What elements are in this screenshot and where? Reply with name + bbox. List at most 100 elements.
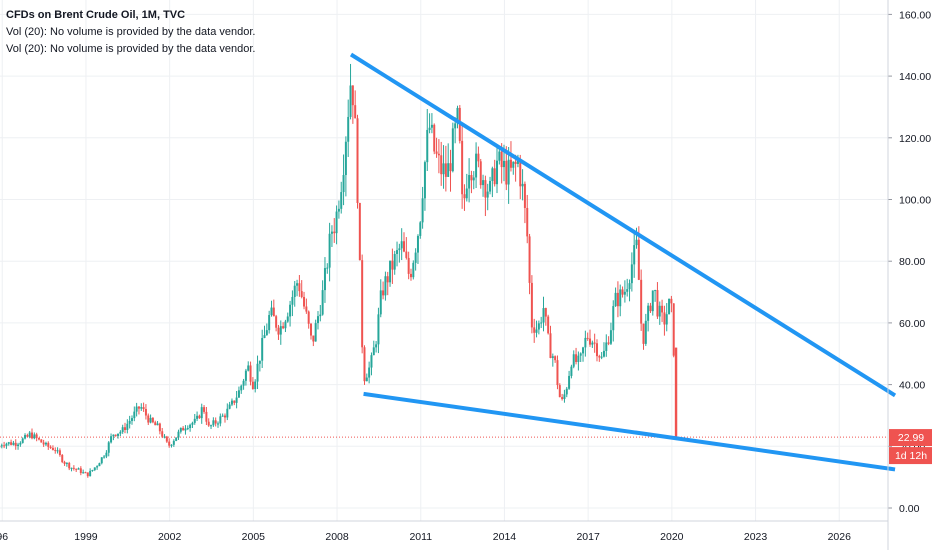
price-tick-label: 40.00 — [899, 380, 925, 392]
candle-body — [247, 365, 249, 370]
candle-body — [540, 322, 542, 323]
candle-body — [312, 336, 314, 342]
candle-body — [563, 394, 565, 399]
candle-body — [196, 416, 198, 419]
candle-body — [143, 407, 145, 409]
candle-body — [582, 347, 584, 353]
candle-body — [184, 429, 186, 431]
candle-body — [626, 289, 628, 292]
candle-body — [661, 306, 663, 313]
candle-body — [640, 280, 642, 324]
candle-body — [345, 142, 347, 175]
candle-body — [436, 151, 438, 153]
candle-body — [240, 386, 242, 391]
candle-body — [115, 435, 117, 436]
candle-body — [319, 315, 321, 317]
candle-body — [175, 437, 177, 440]
volume-legend-1[interactable]: Vol (20): No volume is provided by the d… — [6, 24, 255, 41]
candle-body — [154, 422, 156, 425]
candle-body — [559, 385, 561, 397]
candle-body — [203, 407, 205, 412]
candle-body — [417, 236, 419, 253]
candle-body — [508, 160, 510, 185]
candle-body — [78, 468, 80, 469]
candle-body — [217, 423, 219, 424]
candle-body — [412, 263, 414, 277]
candle-body — [294, 286, 296, 297]
volume-legend-2[interactable]: Vol (20): No volume is provided by the d… — [6, 41, 255, 58]
candle-body — [587, 338, 589, 339]
candle-body — [545, 308, 547, 317]
candle-body — [80, 468, 82, 473]
candle-body — [47, 443, 49, 447]
candle-body — [138, 407, 140, 409]
candle-body — [642, 324, 644, 344]
candle-body — [556, 360, 558, 385]
candle-body — [598, 356, 600, 357]
candle-body — [580, 353, 582, 355]
candle-body — [31, 433, 33, 439]
candle-body — [447, 163, 449, 177]
candle-body — [317, 316, 319, 323]
candle-body — [350, 85, 352, 116]
candle-body — [394, 254, 396, 270]
time-tick-label: 2011 — [409, 531, 432, 543]
candle-body — [110, 436, 112, 442]
candle-body — [171, 445, 173, 446]
candle-body — [201, 407, 203, 418]
candle-body — [289, 305, 291, 317]
candle-body — [533, 327, 535, 332]
candle-body — [347, 117, 349, 142]
candle-body — [105, 453, 107, 457]
candle-body — [380, 290, 382, 314]
candle-body — [122, 427, 124, 432]
candle-body — [426, 130, 428, 162]
candle-body — [43, 443, 45, 445]
chart-legend: CFDs on Brent Crude Oil, 1M, TVC Vol (20… — [6, 7, 255, 58]
candle-body — [94, 467, 96, 470]
candle-body — [405, 252, 407, 258]
candle-body — [617, 293, 619, 306]
candle-body — [452, 128, 454, 171]
price-tick-label: 0.00 — [899, 503, 920, 515]
candle-body — [519, 161, 521, 186]
candle-body — [624, 292, 626, 295]
candle-body — [29, 433, 31, 437]
candle-body — [152, 418, 154, 422]
candle-body — [254, 382, 256, 389]
candle-body — [594, 343, 596, 344]
candle-body — [675, 348, 677, 437]
candle-body — [191, 423, 193, 425]
candle-body — [389, 261, 391, 283]
candle-body — [22, 438, 24, 442]
candle-body — [482, 180, 484, 185]
candle-body — [536, 330, 538, 333]
candle-body — [538, 323, 540, 329]
candle-body — [231, 401, 233, 405]
candle-body — [668, 299, 670, 314]
candle-body — [45, 443, 47, 445]
candle-body — [377, 314, 379, 344]
candle-body — [15, 443, 17, 446]
candle-body — [659, 306, 661, 317]
symbol-title[interactable]: CFDs on Brent Crude Oil, 1M, TVC — [6, 7, 255, 24]
candle-body — [266, 330, 268, 335]
candle-body — [54, 450, 56, 451]
candle-body — [547, 317, 549, 334]
candle-body — [336, 212, 338, 234]
candle-body — [368, 368, 370, 378]
candle-body — [387, 276, 389, 282]
candle-body — [343, 175, 345, 192]
candle-body — [287, 316, 289, 321]
candle-body — [50, 447, 52, 448]
candle-body — [98, 463, 100, 466]
candle-body — [515, 162, 517, 164]
candle-body — [5, 444, 7, 446]
candle-body — [424, 162, 426, 198]
candle-body — [498, 152, 500, 161]
candle-body — [205, 412, 207, 422]
candle-body — [638, 240, 640, 280]
candle-body — [173, 441, 175, 445]
